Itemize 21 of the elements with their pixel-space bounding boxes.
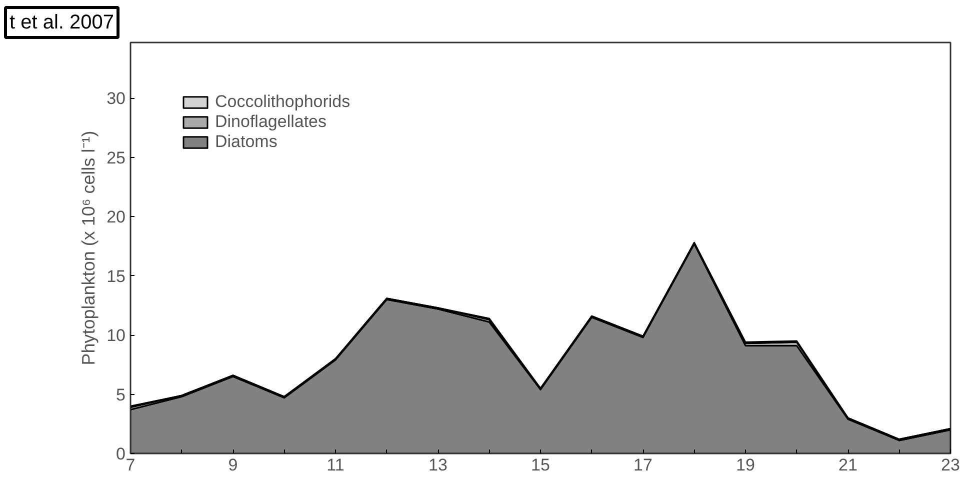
y-tick-label: 30 — [106, 89, 126, 108]
y-tick-label: 10 — [106, 326, 126, 346]
legend-label: Diatoms — [215, 132, 278, 152]
y-axis-title: Phytoplankton (x 10⁶ cells l⁻¹) — [78, 130, 99, 366]
x-tick-label: 21 — [838, 456, 858, 474]
x-tick-label: 13 — [428, 456, 448, 474]
x-tick-label: 7 — [126, 456, 136, 474]
x-tick-label: 9 — [228, 456, 238, 474]
y-tick-label: 0 — [116, 444, 126, 464]
legend-label: Dinoflagellates — [215, 112, 327, 132]
x-tick-label: 19 — [736, 456, 755, 474]
legend-label: Coccolithophorids — [215, 92, 350, 112]
text: t et al. 2007 — [10, 12, 114, 34]
x-tick-label: 11 — [326, 456, 344, 474]
x-tick-label: 23 — [941, 456, 960, 474]
y-tick-label: 25 — [106, 148, 126, 168]
y-tick-label: 15 — [106, 266, 126, 286]
x-tick-label: 17 — [634, 456, 652, 474]
y-tick-label: 5 — [116, 385, 126, 404]
x-tick-label: 15 — [531, 456, 550, 474]
y-tick-label: 20 — [106, 208, 126, 227]
